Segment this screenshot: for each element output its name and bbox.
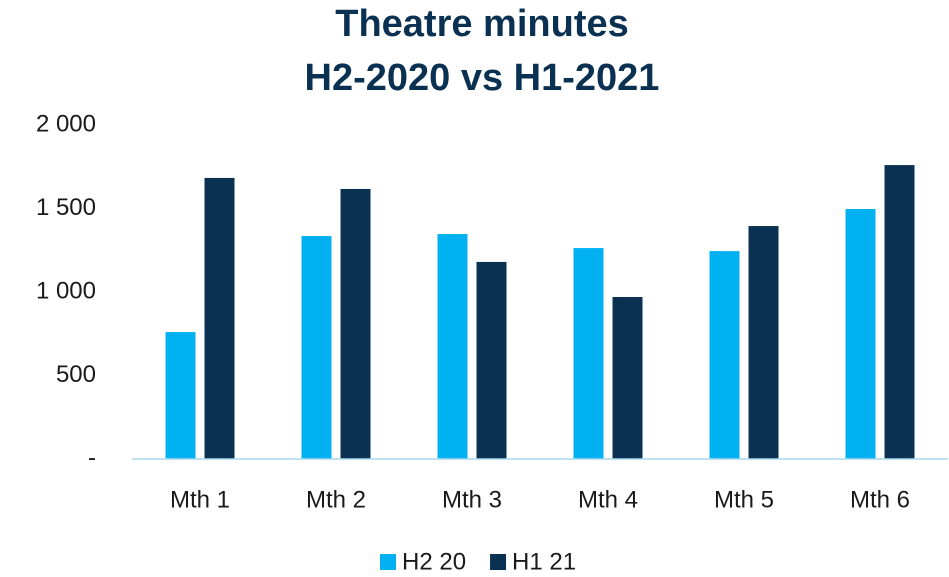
bar — [709, 251, 740, 459]
bar — [573, 248, 604, 459]
bar — [476, 261, 507, 459]
y-tick-label: 2 000 — [36, 110, 96, 137]
x-tick-label: Mth 1 — [170, 486, 230, 513]
y-tick-label: 1 500 — [36, 194, 96, 221]
legend-swatch — [380, 554, 396, 570]
legend-label: H2 20 — [402, 548, 466, 575]
y-tick-label: 1 000 — [36, 277, 96, 304]
bar — [204, 177, 235, 459]
x-tick-label: Mth 3 — [442, 486, 502, 513]
y-tick-label: 500 — [56, 361, 96, 388]
legend-swatch — [490, 554, 507, 570]
x-tick-label: Mth 6 — [850, 486, 910, 513]
bar — [340, 188, 371, 459]
legend-label: H1 21 — [512, 548, 576, 575]
bar — [612, 297, 643, 459]
bar — [165, 332, 196, 459]
y-tick-label: - — [88, 444, 96, 471]
bar — [845, 209, 876, 459]
x-tick-label: Mth 4 — [578, 486, 638, 513]
x-tick-label: Mth 5 — [714, 486, 774, 513]
x-tick-label: Mth 2 — [306, 486, 366, 513]
bar — [748, 226, 779, 459]
bar — [437, 234, 468, 459]
chart-title: Theatre minutes — [335, 3, 629, 45]
bar — [884, 165, 915, 459]
bar — [301, 236, 332, 459]
chart-subtitle: H2-2020 vs H1-2021 — [305, 57, 660, 99]
